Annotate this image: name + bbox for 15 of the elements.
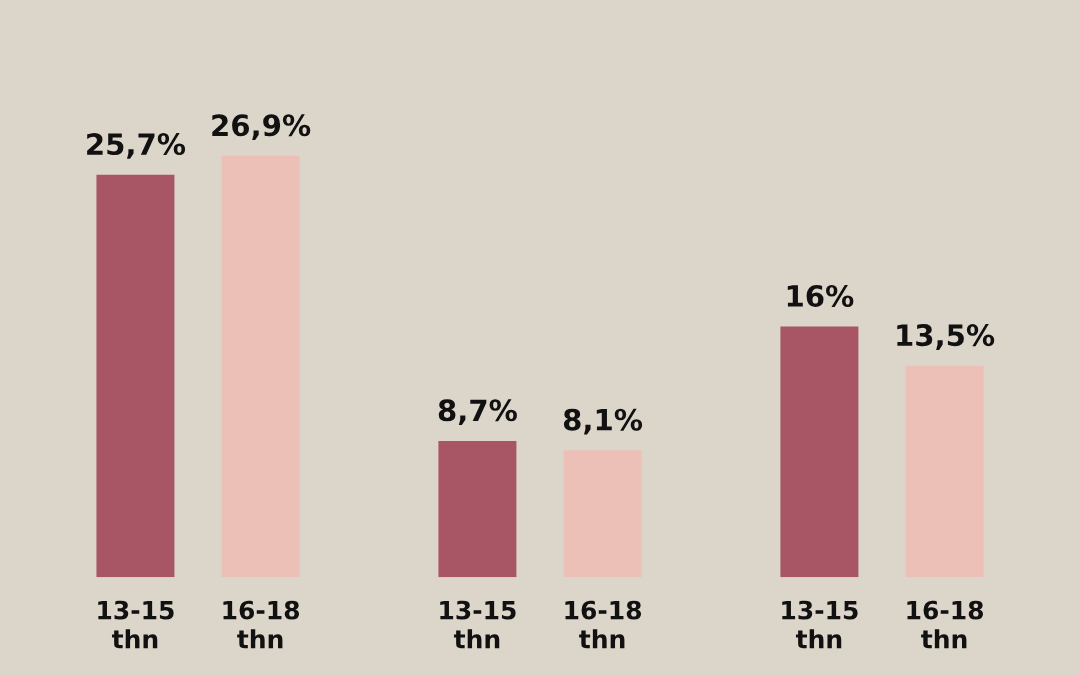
data-label: 13,5% (897, 324, 995, 350)
data-label: 25,7% (87, 133, 186, 159)
data-label: 8,7% (438, 399, 517, 426)
text: 13-15 thn (440, 600, 516, 649)
text: 13-15 thn (782, 600, 858, 649)
bar (96, 174, 175, 578)
bar (780, 326, 859, 578)
text: 16-18 thn (907, 600, 983, 649)
series-label: 13-15 thn (98, 600, 174, 649)
bar (438, 440, 517, 578)
series-label: 16-18 thn (223, 600, 300, 649)
data-label: 16% (787, 284, 854, 308)
data-label: 26,9% (212, 114, 311, 141)
data-label: 8,1% (563, 408, 643, 435)
text: 16-18 thn (565, 600, 642, 649)
